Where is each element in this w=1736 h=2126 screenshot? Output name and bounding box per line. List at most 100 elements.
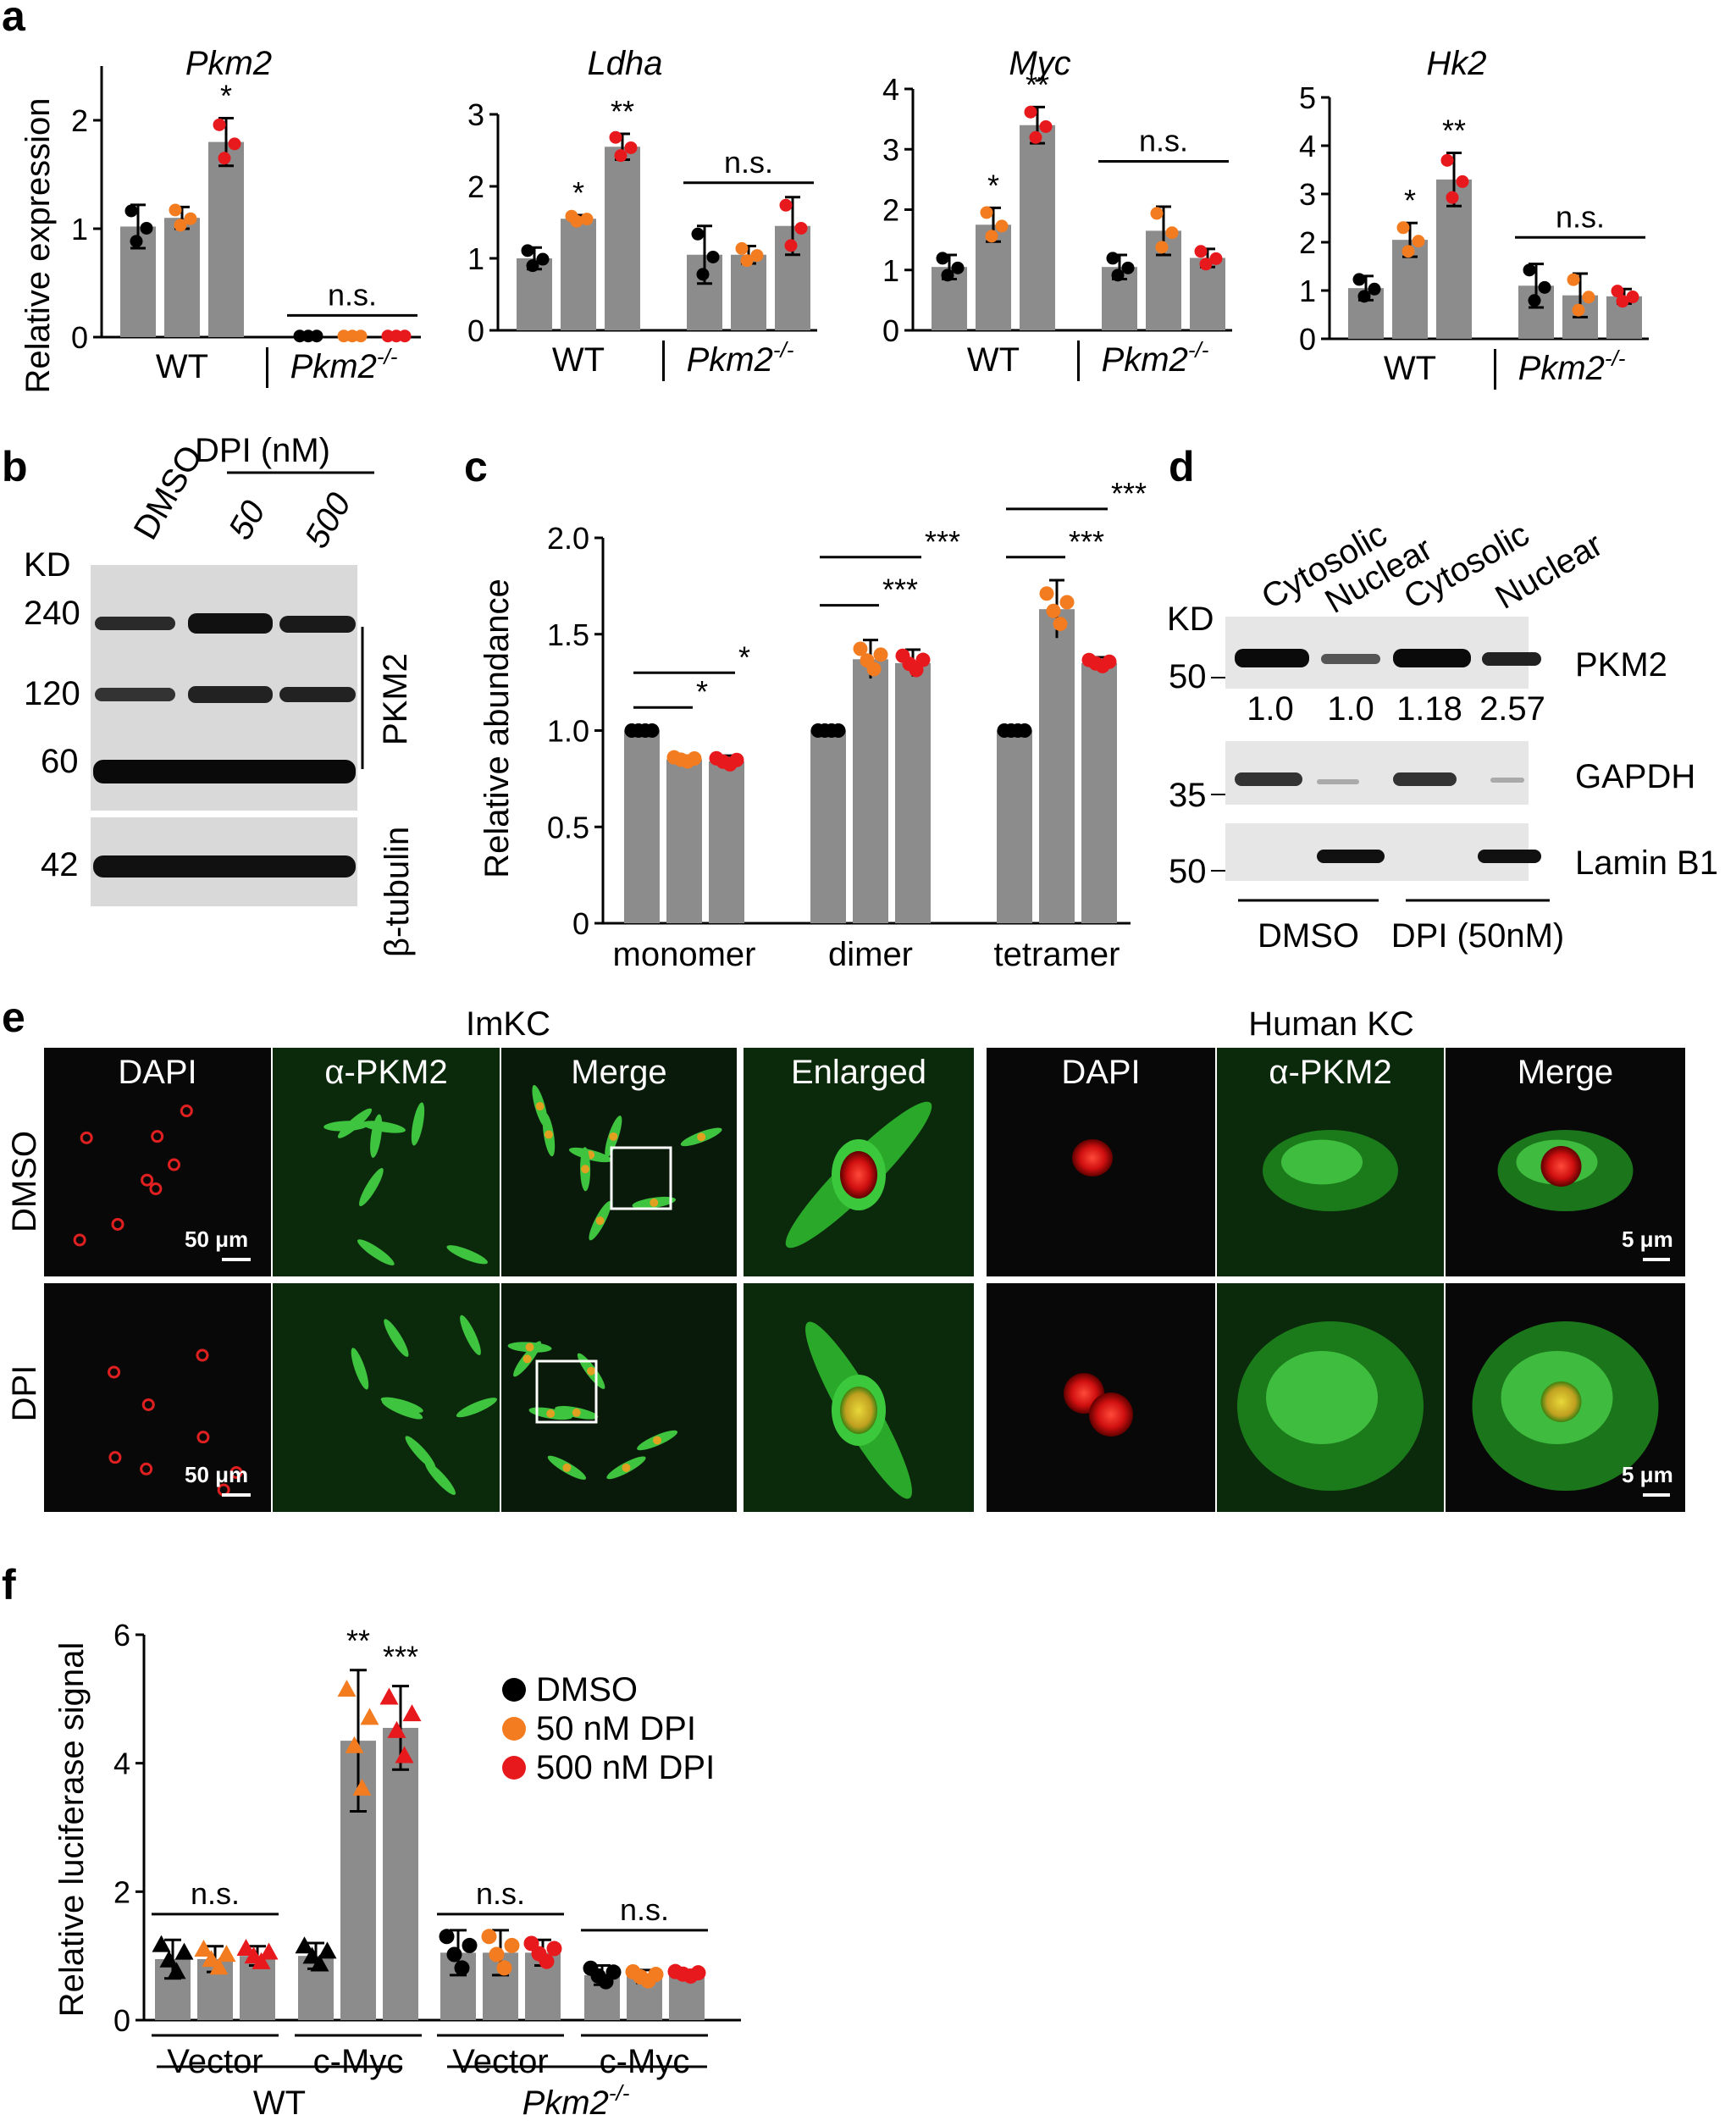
data-point <box>1523 263 1536 277</box>
nucleus-stain <box>650 1198 659 1207</box>
data-point <box>174 1942 194 1960</box>
legend-label: 50 nM DPI <box>536 1710 696 1747</box>
data-point <box>1053 617 1068 632</box>
group-label-wt: WT <box>253 2084 306 2122</box>
data-point <box>1402 245 1415 258</box>
data-point <box>831 723 846 738</box>
data-point <box>337 1680 357 1697</box>
data-point <box>1017 723 1032 738</box>
legend-marker <box>502 1678 526 1702</box>
nucleus-stain <box>140 1462 153 1475</box>
y-tick-label: 0.5 <box>547 810 589 844</box>
y-tick-label: 5 <box>1299 80 1316 115</box>
nucleus-stain <box>525 1343 534 1352</box>
nucleus-stain <box>1540 1381 1582 1422</box>
data-point <box>915 652 931 667</box>
cell-stain <box>411 1102 425 1146</box>
nucleus-stain <box>141 1398 155 1411</box>
nucleus-stain <box>840 1387 877 1434</box>
blot-b-kd-label: KD <box>24 546 71 584</box>
microscopy-column-label: α-PKM2 <box>1269 1054 1391 1091</box>
x-category-label: dimer <box>828 936 913 973</box>
scale-bar-label: 50 μm <box>185 1462 248 1487</box>
nucleus-stain <box>522 1354 532 1364</box>
cell-stain <box>370 1114 383 1158</box>
data-point <box>360 1708 379 1725</box>
nucleus-stain <box>149 1182 163 1196</box>
data-point <box>489 1946 505 1963</box>
bar <box>895 662 931 923</box>
panel-f-y-axis-label: Relative luciferase signal <box>53 1642 91 2017</box>
data-point <box>184 212 197 225</box>
data-point <box>1155 241 1169 254</box>
significance-mark: * <box>220 78 232 113</box>
data-point <box>909 662 924 678</box>
data-point <box>1440 153 1454 167</box>
bar <box>709 761 744 923</box>
y-tick-label: 2 <box>113 1874 130 1909</box>
group-label-ko-gene: Pkm2 <box>687 341 773 379</box>
group-label-ko: Pkm2-/- <box>290 344 398 385</box>
y-tick-label: 0 <box>882 313 899 348</box>
data-point <box>1039 586 1054 601</box>
data-point <box>1111 269 1125 282</box>
data-point <box>236 1938 256 1956</box>
subgroup-label: c-Myc <box>313 2043 404 2080</box>
blot-d-group-label: DPI (50nM) <box>1391 917 1565 955</box>
microscopy-column-label: Enlarged <box>791 1054 926 1091</box>
cell-stain <box>381 1399 423 1420</box>
legend-label: 500 nM DPI <box>536 1749 715 1786</box>
blot-d-marker: 50 <box>1169 658 1207 695</box>
y-tick-label: 3 <box>882 132 899 167</box>
nucleus-stain <box>229 1465 243 1479</box>
y-tick-label: 4 <box>113 1747 130 1781</box>
nucleus-stain <box>622 1463 631 1472</box>
data-point <box>624 141 638 154</box>
group-label-ko-gene: Pkm2 <box>1102 341 1188 379</box>
data-point <box>446 1946 462 1963</box>
ns-label: n.s. <box>620 1892 669 1927</box>
bar <box>624 730 660 923</box>
group-label-wt: WT <box>967 341 1020 379</box>
microscopy-column-label: DAPI <box>118 1054 196 1091</box>
data-point <box>213 118 226 131</box>
bar <box>666 759 702 923</box>
panel-c-y-axis-label: Relative abundance <box>478 579 516 878</box>
significance-mark: * <box>572 175 584 210</box>
data-point <box>1029 130 1042 144</box>
data-point <box>379 1687 399 1705</box>
data-point <box>936 252 949 265</box>
data-point <box>735 241 749 255</box>
legend-label: DMSO <box>536 1671 638 1708</box>
cell-stain <box>362 1121 406 1133</box>
data-point <box>395 1746 414 1763</box>
significance-mark: ** <box>1442 113 1466 148</box>
data-point <box>398 329 412 343</box>
significance-mark: *** <box>1111 476 1147 511</box>
cell-stain <box>460 1315 481 1355</box>
microscopy-column-label: DAPI <box>1061 1054 1140 1091</box>
scale-bar-label: 5 μm <box>1622 1462 1673 1487</box>
panel-label-d: d <box>1169 443 1195 490</box>
significance-mark: * <box>987 168 999 202</box>
group-label-ko-superscript: -/- <box>1188 337 1209 363</box>
y-tick-label: 2 <box>71 103 88 138</box>
blot-b-marker: 240 <box>24 595 80 632</box>
data-point <box>1121 261 1135 274</box>
data-point <box>252 1952 271 1969</box>
microscopy-tiles: DAPI α-PKM2 Merge Enlarged DAPI α-PKM2 Merge 50… <box>44 1048 1685 1512</box>
blot-b-protein-bottom: β-tubulin <box>379 827 416 957</box>
microscopy-column-label: Merge <box>571 1054 666 1091</box>
y-tick-label: 4 <box>1299 129 1316 163</box>
nucleus-stain <box>609 1132 618 1141</box>
panel-b-western-blot: DMSO 50 500 DPI (nM) KD 240 120 60 42 PK… <box>24 432 416 957</box>
nucleus-stain <box>73 1233 86 1247</box>
data-point <box>750 249 764 263</box>
nucleus-stain <box>141 1173 154 1187</box>
bar <box>605 147 640 330</box>
data-point <box>951 261 965 274</box>
data-point <box>985 230 998 243</box>
nucleus-stain <box>167 1158 180 1171</box>
